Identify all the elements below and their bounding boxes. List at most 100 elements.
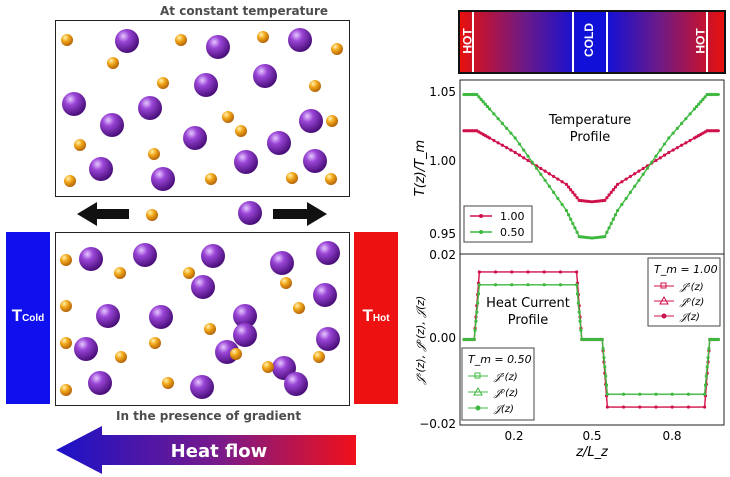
temperature-series-1-point	[522, 148, 526, 152]
temperature-series-0-point	[662, 153, 667, 157]
temperature-series-1-point	[637, 178, 641, 182]
temperature-series-0-point	[526, 158, 530, 163]
temperature-series-1-point	[530, 160, 534, 164]
temperature-series-0-point	[575, 196, 579, 200]
temperature-series-1-point	[667, 136, 671, 140]
lower-xlabel: z/L_z	[575, 445, 609, 460]
heat-current-series-1-point	[686, 392, 691, 396]
temperature-series-0-point	[616, 182, 620, 186]
heat-current-series-1-point	[577, 310, 581, 314]
temperature-series-0-point	[492, 138, 496, 143]
lower-xtick-0: 0.2	[504, 429, 523, 443]
temperature-series-1-point	[609, 221, 613, 226]
temperature-series-0-point	[680, 143, 684, 147]
heat-current-series-1-point	[579, 328, 583, 332]
heat-current-series-1-point	[703, 383, 708, 387]
lower-panel-title-line2: Profile	[508, 313, 548, 328]
heat-current-series-0-point	[605, 405, 609, 409]
cold-reservoir: TCold	[6, 232, 50, 404]
temperature-series-1-point	[556, 196, 560, 201]
upper-panel-title-line1: Temperature	[548, 113, 631, 128]
temperature-series-0-point	[556, 177, 560, 181]
heat-current-series-1-point	[601, 347, 605, 351]
temperature-series-0-point	[513, 150, 517, 155]
heat-current-series-1-point	[605, 392, 609, 396]
temperature-series-1-point	[488, 107, 492, 111]
lower-legend-red-2: 𝒥(z)	[679, 312, 700, 323]
temperature-series-0-point	[573, 193, 577, 197]
heat-current-series-0-point	[638, 405, 642, 409]
temperature-series-0-point	[675, 146, 679, 150]
temperature-series-1-point	[694, 104, 699, 109]
lower-xtick-2: 0.8	[662, 429, 681, 443]
temperature-series-1-point	[650, 160, 654, 164]
temperature-series-1-point	[517, 142, 522, 146]
heat-current-series-0-point	[670, 405, 674, 409]
bottom-caption: In the presence of gradient	[116, 409, 302, 423]
temperature-series-1-point	[560, 202, 564, 207]
upper-panel-title-line2: Profile	[570, 130, 610, 145]
cold-label-sub: Cold	[22, 313, 45, 324]
left-arrow-icon	[77, 202, 129, 226]
temperature-series-0-point	[543, 169, 547, 173]
temperature-series-1-point	[671, 131, 675, 135]
temperature-series-0-point	[522, 156, 526, 160]
temperature-series-0-point	[569, 188, 573, 192]
temperature-series-0-point	[609, 190, 613, 194]
temperature-series-1-point	[607, 226, 611, 230]
temperature-series-1-point	[703, 95, 707, 99]
temperature-series-0-point	[566, 185, 571, 189]
heat-current-series-1-point	[604, 383, 609, 387]
heat-current-series-1-point	[477, 283, 481, 287]
heat-current-series-1-point	[707, 347, 711, 351]
heat-current-series-1-point	[576, 301, 580, 305]
temperature-series-1-point	[564, 208, 568, 213]
upper-ytick-1: 1.00	[429, 154, 456, 168]
temperature-series-0-point	[607, 193, 611, 197]
temperature-series-1-point	[569, 217, 573, 221]
heat-current-series-0-point	[686, 405, 691, 409]
lower-panel-title-line1: Heat Current	[486, 296, 570, 311]
upper-ylabel: T(z)/T_m	[413, 140, 428, 196]
temperature-series-0-point	[637, 169, 641, 173]
temperature-series-0-point	[628, 174, 632, 179]
temperature-series-1-point	[526, 154, 530, 158]
temperature-series-1-point	[603, 235, 607, 239]
heat-current-series-0-point	[621, 405, 626, 409]
temperature-series-1-point	[496, 117, 500, 121]
heat-current-series-1-point	[510, 283, 514, 287]
lower-legend-green-2: 𝒥(z)	[493, 404, 514, 415]
upper-ytick-0: 1.05	[429, 85, 456, 99]
heat-flow-arrow: Heat flow	[56, 426, 356, 474]
temperature-series-1-point	[628, 190, 632, 194]
temperature-series-0-point	[564, 182, 568, 186]
lower-ytick-2: −0.02	[419, 417, 456, 431]
temperature-series-1-point	[543, 178, 547, 182]
temperature-series-0-point	[611, 188, 615, 192]
lower-plot-frame	[459, 253, 725, 426]
temperature-series-1-point	[716, 92, 720, 97]
temperature-series-1-point	[534, 166, 539, 170]
temperature-series-1-point	[566, 213, 571, 217]
heat-current-series-0-point	[510, 270, 514, 274]
heat-current-series-0-point	[526, 270, 530, 274]
heat-current-series-1-point	[602, 356, 606, 360]
right-arrow-icon	[273, 202, 327, 226]
temperature-series-0-point	[500, 143, 504, 147]
heat-current-series-1-point	[600, 337, 604, 342]
heat-current-series-0-point	[654, 405, 658, 409]
lower-legend-green-1: 𝒥ᵖ(z)	[493, 388, 518, 399]
temperature-series-1-point	[505, 126, 509, 130]
temperature-series-1-point	[475, 92, 479, 97]
large-particle-icon	[238, 201, 262, 225]
temperature-series-1-point	[697, 102, 701, 106]
temperature-series-1-point	[641, 172, 645, 176]
heat-current-series-0-point	[477, 270, 481, 274]
temperature-series-0-point	[539, 166, 543, 171]
temperature-series-0-point	[547, 172, 551, 176]
temperature-series-1-point	[633, 184, 637, 188]
temperature-series-1-point	[675, 126, 679, 130]
heat-current-series-1-point	[705, 365, 709, 369]
gradient-box	[55, 232, 350, 406]
heat-current-series-1-point	[703, 392, 707, 396]
